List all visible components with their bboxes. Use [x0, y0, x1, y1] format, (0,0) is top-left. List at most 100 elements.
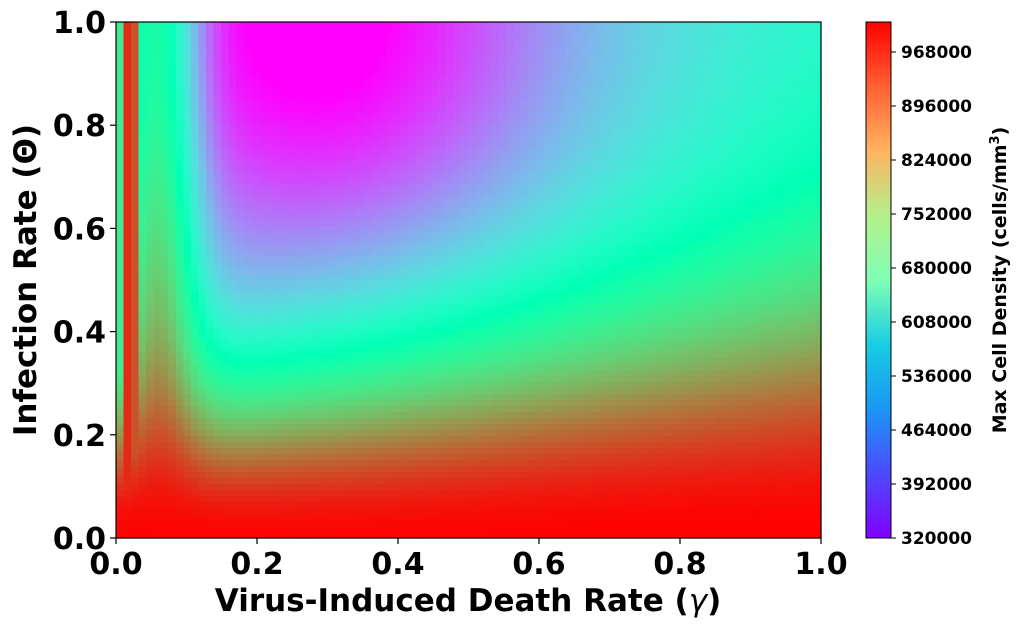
heatmap-cell: [251, 34, 260, 41]
heatmap-cell: [146, 142, 155, 149]
heatmap-cell: [806, 130, 815, 137]
heatmap-cell: [168, 196, 177, 203]
heatmap-cell: [266, 34, 275, 41]
heatmap-cell: [731, 40, 740, 47]
heatmap-cell: [191, 262, 200, 269]
heatmap-cell: [236, 196, 245, 203]
heatmap-cell: [776, 124, 785, 131]
heatmap-cell: [468, 298, 477, 305]
heatmap-cell: [183, 328, 192, 335]
heatmap-cell: [378, 274, 387, 281]
heatmap-cell: [183, 112, 192, 119]
heatmap-cell: [303, 46, 312, 53]
heatmap-cell: [288, 52, 297, 59]
heatmap-cell: [348, 136, 357, 143]
heatmap-cell: [303, 88, 312, 95]
heatmap-cell: [146, 322, 155, 329]
heatmap-cell: [656, 46, 665, 53]
heatmap-cell: [641, 64, 650, 71]
heatmap-cell: [251, 52, 260, 59]
heatmap-cell: [791, 256, 800, 263]
heatmap-cell: [633, 280, 642, 287]
heatmap-cell: [656, 286, 665, 293]
heatmap-cell: [663, 334, 672, 341]
heatmap-cell: [446, 304, 455, 311]
heatmap-cell: [498, 214, 507, 221]
heatmap-cell: [198, 316, 207, 323]
heatmap-cell: [161, 46, 170, 53]
heatmap-cell: [251, 70, 260, 77]
heatmap-cell: [326, 322, 335, 329]
heatmap-cell: [168, 88, 177, 95]
heatmap-cell: [768, 64, 777, 71]
heatmap-cell: [161, 202, 170, 209]
heatmap-cell: [551, 142, 560, 149]
heatmap-cell: [228, 262, 237, 269]
heatmap-cell: [641, 172, 650, 179]
heatmap-cell: [416, 226, 425, 233]
heatmap-cell: [588, 46, 597, 53]
heatmap-cell: [791, 46, 800, 53]
heatmap-cell: [588, 190, 597, 197]
heatmap-cell: [476, 46, 485, 53]
heatmap-cell: [431, 52, 440, 59]
heatmap-cell: [671, 130, 680, 137]
heatmap-cell: [393, 52, 402, 59]
heatmap-cell: [693, 328, 702, 335]
heatmap-cell: [393, 166, 402, 173]
heatmap-cell: [236, 316, 245, 323]
heatmap-cell: [521, 220, 530, 227]
heatmap-cell: [648, 136, 657, 143]
heatmap-cell: [566, 160, 575, 167]
heatmap-cell: [146, 184, 155, 191]
heatmap-cell: [341, 28, 350, 35]
heatmap-cell: [333, 202, 342, 209]
heatmap-cell: [341, 226, 350, 233]
heatmap-cell: [663, 112, 672, 119]
heatmap-cell: [656, 244, 665, 251]
heatmap-cell: [671, 76, 680, 83]
heatmap-cell: [453, 310, 462, 317]
heatmap-cell: [543, 214, 552, 221]
heatmap-cell: [288, 316, 297, 323]
heatmap-cell: [138, 130, 147, 137]
heatmap-cell: [296, 52, 305, 59]
heatmap-cell: [213, 88, 222, 95]
heatmap-cell: [176, 328, 185, 335]
heatmap-cell: [266, 124, 275, 131]
heatmap-cell: [236, 160, 245, 167]
heatmap-cell: [138, 304, 147, 311]
heatmap-cell: [798, 214, 807, 221]
heatmap-cell: [116, 298, 125, 305]
heatmap-cell: [453, 100, 462, 107]
heatmap-cell: [461, 64, 470, 71]
heatmap-cell: [423, 34, 432, 41]
heatmap-cell: [648, 292, 657, 299]
heatmap-cell: [491, 178, 500, 185]
heatmap-cell: [453, 40, 462, 47]
heatmap-cell: [363, 274, 372, 281]
heatmap-cell: [356, 316, 365, 323]
heatmap-cell: [266, 82, 275, 89]
heatmap-cell: [378, 40, 387, 47]
heatmap-cell: [146, 82, 155, 89]
heatmap-cell: [693, 196, 702, 203]
heatmap-cell: [611, 130, 620, 137]
heatmap-cell: [318, 58, 327, 65]
heatmap-cell: [408, 286, 417, 293]
heatmap-cell: [431, 40, 440, 47]
heatmap-cell: [378, 58, 387, 65]
heatmap-cell: [476, 34, 485, 41]
heatmap-cell: [348, 208, 357, 215]
heatmap-cell: [558, 82, 567, 89]
heatmap-cell: [716, 256, 725, 263]
heatmap-cell: [626, 94, 635, 101]
heatmap-cell: [371, 238, 380, 245]
heatmap-cell: [708, 22, 717, 29]
heatmap-cell: [783, 220, 792, 227]
heatmap-cell: [603, 130, 612, 137]
heatmap-cell: [731, 82, 740, 89]
heatmap-cell: [521, 58, 530, 65]
heatmap-cell: [341, 202, 350, 209]
heatmap-cell: [273, 82, 282, 89]
